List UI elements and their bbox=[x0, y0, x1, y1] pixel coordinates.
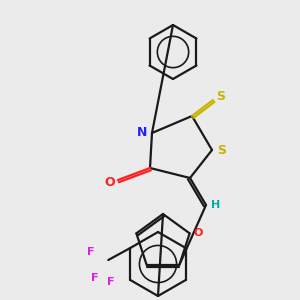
Text: H: H bbox=[212, 200, 220, 210]
Text: O: O bbox=[105, 176, 115, 188]
Text: F: F bbox=[91, 273, 98, 283]
Text: F: F bbox=[106, 277, 114, 287]
Text: N: N bbox=[137, 127, 147, 140]
Text: F: F bbox=[86, 247, 94, 257]
Text: O: O bbox=[194, 228, 203, 238]
Text: S: S bbox=[217, 91, 226, 103]
Text: S: S bbox=[218, 143, 226, 157]
